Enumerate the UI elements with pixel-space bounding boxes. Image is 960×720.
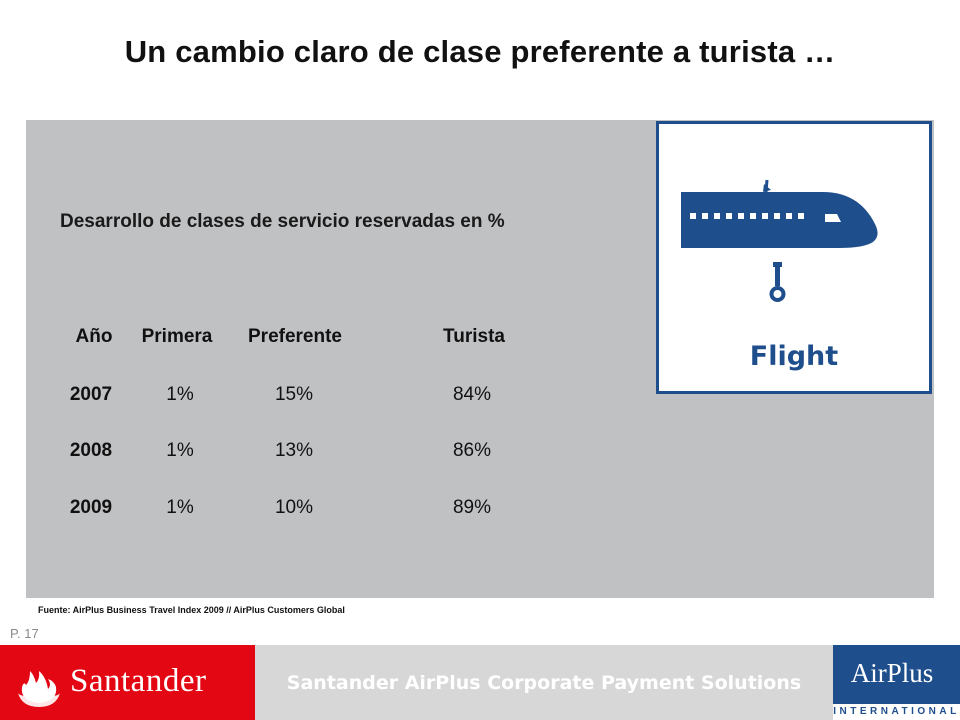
table-caption: Desarrollo de clases de servicio reserva…: [60, 211, 505, 232]
footer-bar: Santander Santander AirPlus Corporate Pa…: [0, 645, 960, 720]
airplane-icon: [681, 179, 878, 302]
table-row-primera: 1%: [166, 440, 194, 461]
flight-pictogram: Flight: [656, 121, 932, 394]
table-row-year: 2008: [69, 440, 113, 461]
table-row-primera: 1%: [166, 497, 194, 518]
table-row-year: 2007: [69, 384, 113, 405]
airplus-logo: AirPlus INTERNATIONAL: [833, 645, 960, 720]
flame-icon: [18, 671, 60, 707]
table-row-turista: 84%: [452, 384, 492, 405]
airplus-logo-block: AirPlus: [833, 645, 960, 704]
source-note: Fuente: AirPlus Business Travel Index 20…: [38, 605, 345, 615]
header-year: Año: [75, 326, 113, 347]
table-row-year: 2009: [69, 497, 113, 518]
header-primera: Primera: [141, 326, 213, 347]
footer-tagline: Santander AirPlus Corporate Payment Solu…: [286, 671, 802, 694]
table-row-primera: 1%: [166, 384, 194, 405]
header-turista: Turista: [443, 326, 505, 347]
airplus-subtitle: INTERNATIONAL: [833, 706, 960, 717]
table-row-preferente: 15%: [274, 384, 314, 405]
table-row-turista: 86%: [452, 440, 492, 461]
santander-wordmark: Santander: [70, 663, 207, 699]
table-row-preferente: 10%: [274, 497, 314, 518]
airplus-wordmark: AirPlus: [850, 658, 934, 688]
slide-title: Un cambio claro de clase preferente a tu…: [124, 34, 836, 69]
header-preferente: Preferente: [248, 326, 342, 347]
table-row-preferente: 13%: [274, 440, 314, 461]
table-row-turista: 89%: [452, 497, 492, 518]
santander-logo: Santander: [0, 645, 255, 720]
flight-label: Flight: [749, 341, 839, 372]
page-number: P. 17: [10, 626, 39, 641]
